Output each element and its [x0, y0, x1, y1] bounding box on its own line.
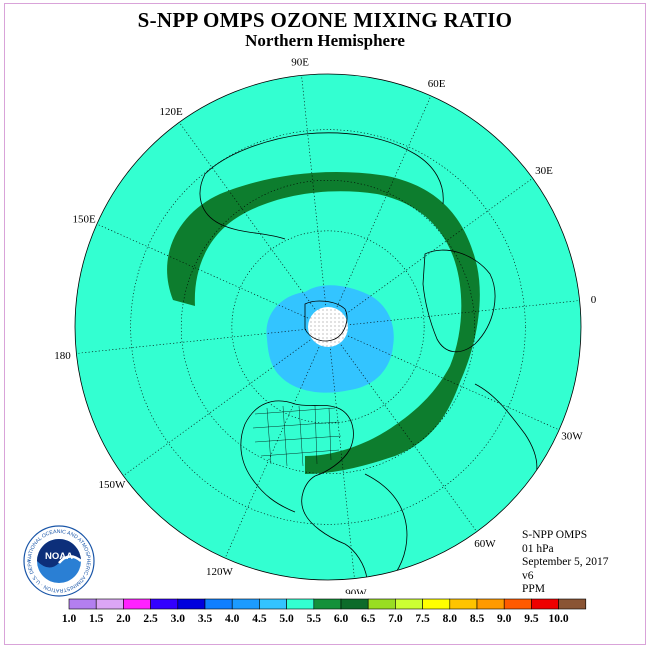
legend-swatch: [395, 598, 423, 610]
instrument-label: S-NPP OMPS: [522, 529, 588, 541]
chart-title: S-NPP OMPS OZONE MIXING RATIO: [137, 8, 513, 32]
legend-tick-label: 8.5: [470, 613, 485, 625]
legend-swatch: [177, 598, 206, 610]
legend-swatch: [231, 598, 260, 610]
longitude-label: 60E: [428, 78, 446, 90]
legend-swatch: [204, 598, 233, 610]
legend-tick-label: 5.5: [307, 613, 322, 625]
legend-swatch: [449, 598, 478, 610]
longitude-label: 120W: [206, 566, 234, 578]
legend-swatch: [503, 598, 532, 610]
legend-swatch: [367, 598, 396, 610]
map-boundary: [74, 73, 582, 581]
ozone-map-figure: S-NPP OMPS OZONE MIXING RATIO Northern H…: [4, 3, 646, 645]
coastlines: [199, 132, 538, 580]
legend-tick-label: 6.5: [361, 613, 376, 625]
longitude-label: 150W: [99, 479, 127, 491]
noaa-logo-text: NOAA: [45, 551, 73, 562]
color-legend: 1.0 1.5 2.0 2.5 3.0 3.5 4.0 4.5 5.0 5.5 6.0 6.5 7.0 7…: [62, 598, 587, 625]
legend-tick-label: 4.5: [252, 613, 267, 625]
legend-tick-label: 3.5: [198, 613, 213, 625]
legend-tick-label: 9.5: [524, 613, 539, 625]
state-boundaries: [252, 405, 342, 467]
legend-swatch: [123, 598, 151, 610]
longitude-labels: 90E 60E 30E 0 30W 60W 90W 120W 150W 180 150E 120E: [54, 57, 597, 595]
units-label: PPM: [522, 583, 546, 596]
longitude-label: 30E: [535, 165, 553, 177]
legend-swatch: [95, 598, 124, 610]
legend-swatch: [558, 598, 587, 610]
longitude-label: 90W: [345, 588, 367, 595]
legend-tick-label: 4.0: [225, 613, 240, 625]
legend-swatch: [150, 598, 179, 610]
legend-swatch: [259, 598, 287, 610]
longitude-label: 180: [54, 350, 71, 362]
longitude-label: 120E: [159, 106, 183, 118]
graticule: [76, 75, 580, 579]
pressure-level-label: 01 hPa: [522, 542, 554, 555]
legend-tick-label: 9.0: [497, 613, 512, 625]
legend-swatch: [286, 598, 315, 610]
longitude-label: 0: [591, 294, 597, 306]
legend-swatch: [422, 598, 451, 610]
legend-swatch: [340, 598, 369, 610]
polar-map: 90E 60E 30E 0 30W 60W 90W 120W 150W 180 150E 120E: [54, 57, 597, 595]
legend-tick-label: 2.5: [143, 613, 158, 625]
legend-tick-label: 1.0: [62, 613, 77, 625]
data-info-block: S-NPP OMPS 01 hPa September 5, 2017 v6 P…: [522, 529, 609, 597]
legend-tick-label: 7.5: [415, 613, 430, 625]
legend-swatch: [68, 598, 97, 610]
legend-tick-label: 7.0: [388, 613, 403, 625]
version-label: v6: [522, 569, 534, 582]
legend-tick-label: 5.0: [279, 613, 294, 625]
longitude-label: 30W: [561, 431, 583, 443]
legend-swatch: [313, 598, 342, 610]
longitude-label: 90E: [291, 57, 309, 69]
longitude-label: 60W: [474, 538, 496, 550]
legend-tick-label: 2.0: [116, 613, 131, 625]
legend-tick-label: 10.0: [549, 613, 569, 625]
legend-tick-label: 8.0: [443, 613, 458, 625]
legend-swatch: [476, 598, 505, 610]
chart-subtitle: Northern Hemisphere: [245, 31, 405, 50]
noaa-logo: NATIONAL OCEANIC AND ATMOSPHERIC ADMINIS…: [23, 525, 95, 597]
legend-tick-label: 6.0: [334, 613, 349, 625]
legend-tick-label: 1.5: [89, 613, 104, 625]
legend-tick-label: 3.0: [171, 613, 186, 625]
date-label: September 5, 2017: [522, 556, 609, 569]
legend-swatch: [531, 598, 559, 610]
longitude-label: 150E: [72, 213, 96, 225]
